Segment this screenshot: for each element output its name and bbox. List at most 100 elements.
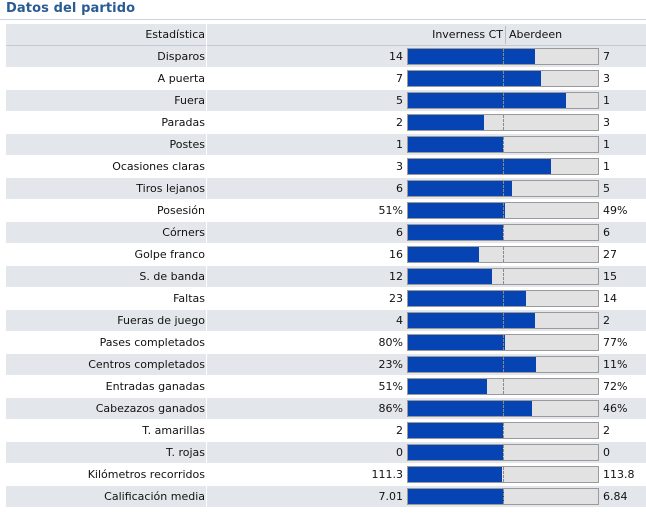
home-value: 6: [396, 182, 403, 195]
column-divider: [206, 420, 207, 442]
home-bar-fill: [408, 445, 503, 460]
away-value: 49%: [603, 204, 628, 217]
table-row: Fuera 5 1: [6, 90, 646, 112]
comparison-bar: [407, 224, 599, 241]
comparison-bar: [407, 70, 599, 87]
home-value: 7: [396, 72, 403, 85]
comparison-bar: [407, 312, 599, 329]
stat-label: T. amarillas: [142, 424, 205, 437]
home-bar-fill: [408, 93, 567, 108]
bar-midline: [503, 225, 504, 240]
home-value: 3: [396, 160, 403, 173]
home-value: 86%: [378, 402, 403, 415]
bar-midline: [503, 467, 504, 482]
comparison-bar: [407, 422, 599, 439]
home-bar-fill: [408, 49, 535, 64]
home-bar-fill: [408, 313, 535, 328]
comparison-bar: [407, 246, 599, 263]
column-divider: [206, 156, 207, 178]
table-row: Fueras de juego 4 2: [6, 310, 646, 332]
comparison-bar: [407, 400, 599, 417]
table-row: Paradas 2 3: [6, 112, 646, 134]
away-value: 46%: [603, 402, 628, 415]
column-divider: [206, 376, 207, 398]
table-row: T. rojas 0 0: [6, 442, 646, 464]
column-divider: [206, 244, 207, 266]
comparison-bar: [407, 92, 599, 109]
table-row: Disparos 14 7: [6, 46, 646, 68]
home-value: 80%: [378, 336, 403, 349]
header-home-team[interactable]: Inverness CT: [432, 28, 503, 41]
home-bar-fill: [408, 71, 541, 86]
comparison-bar: [407, 180, 599, 197]
column-divider: [206, 222, 207, 244]
column-divider: [206, 200, 207, 222]
column-divider: [206, 442, 207, 464]
bar-midline: [503, 401, 504, 416]
stat-label: Postes: [169, 138, 205, 151]
home-bar-fill: [408, 489, 505, 504]
column-divider: [206, 134, 207, 156]
away-value: 3: [603, 72, 610, 85]
home-value: 0: [396, 446, 403, 459]
header-stat[interactable]: Estadística: [145, 28, 205, 41]
bar-midline: [503, 203, 504, 218]
comparison-bar: [407, 444, 599, 461]
table-row: Faltas 23 14: [6, 288, 646, 310]
comparison-bar: [407, 114, 599, 131]
bar-midline: [503, 379, 504, 394]
table-row: Ocasiones claras 3 1: [6, 156, 646, 178]
column-divider: [206, 332, 207, 354]
stat-label: Ocasiones claras: [112, 160, 205, 173]
stat-label: A puerta: [157, 72, 205, 85]
away-value: 7: [603, 50, 610, 63]
away-value: 5: [603, 182, 610, 195]
stats-rows: Disparos 14 7 A puerta 7 3 Fuera 5 1 Paradas 2 3 Pos…: [6, 46, 646, 508]
home-bar-fill: [408, 335, 505, 350]
table-row: S. de banda 12 15: [6, 266, 646, 288]
stat-label: Paradas: [161, 116, 205, 129]
home-value: 2: [396, 424, 403, 437]
stat-label: Posesión: [157, 204, 205, 217]
column-divider: [206, 68, 207, 90]
table-row: Pases completados 80% 77%: [6, 332, 646, 354]
column-divider: [206, 112, 207, 134]
away-value: 1: [603, 160, 610, 173]
table-row: Kilómetros recorridos 111.3 113.8: [6, 464, 646, 486]
home-value: 16: [389, 248, 403, 261]
table-header: Estadística Inverness CT Aberdeen: [6, 24, 646, 46]
home-value: 14: [389, 50, 403, 63]
comparison-bar: [407, 290, 599, 307]
bar-midline: [503, 181, 504, 196]
table-row: Posesión 51% 49%: [6, 200, 646, 222]
stat-label: Fuera: [174, 94, 205, 107]
column-divider: [206, 46, 207, 68]
table-row: Calificación media 7.01 6.84: [6, 486, 646, 508]
home-value: 1: [396, 138, 403, 151]
column-divider: [206, 354, 207, 376]
comparison-bar: [407, 136, 599, 153]
home-value: 23: [389, 292, 403, 305]
home-value: 12: [389, 270, 403, 283]
column-divider: [206, 288, 207, 310]
bar-midline: [503, 247, 504, 262]
column-divider: [206, 266, 207, 288]
bar-midline: [503, 445, 504, 460]
stat-label: Disparos: [157, 50, 205, 63]
away-value: 1: [603, 138, 610, 151]
away-value: 77%: [603, 336, 628, 349]
away-value: 11%: [603, 358, 628, 371]
away-value: 72%: [603, 380, 628, 393]
home-bar-fill: [408, 247, 479, 262]
column-divider: [206, 90, 207, 112]
stat-label: Faltas: [173, 292, 205, 305]
stat-label: Fueras de juego: [117, 314, 205, 327]
home-bar-fill: [408, 159, 551, 174]
home-bar-fill: [408, 269, 493, 284]
comparison-bar: [407, 158, 599, 175]
home-bar-fill: [408, 181, 512, 196]
home-value: 51%: [378, 204, 403, 217]
header-away-team[interactable]: Aberdeen: [509, 28, 563, 41]
table-row: Centros completados 23% 11%: [6, 354, 646, 376]
comparison-bar: [407, 466, 599, 483]
